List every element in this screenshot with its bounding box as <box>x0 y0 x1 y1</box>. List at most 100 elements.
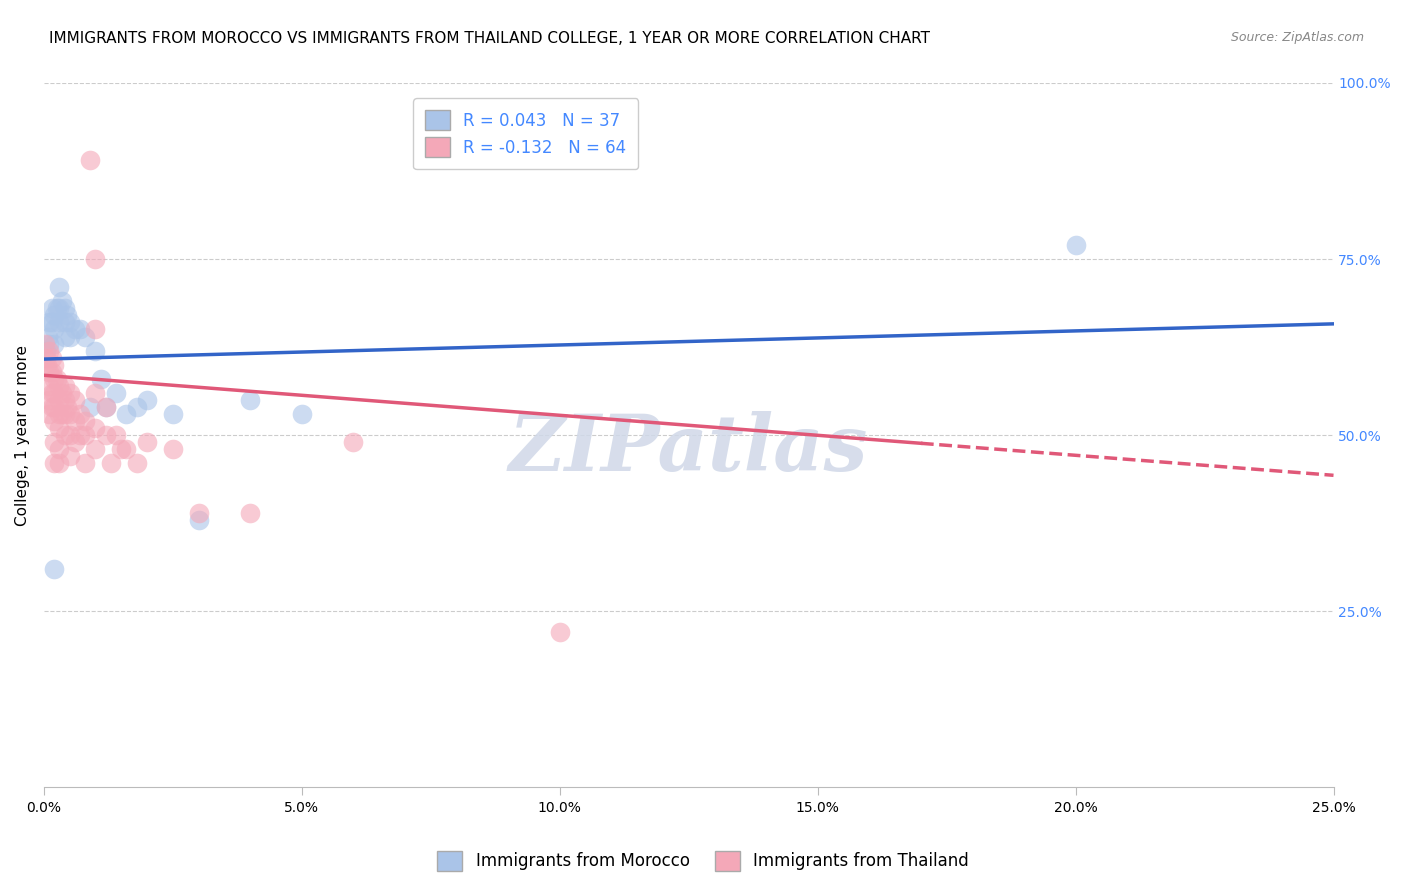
Point <box>59 407 82 421</box>
Point <box>75 414 97 428</box>
Point <box>125 400 148 414</box>
Point <box>84 421 107 435</box>
Point <box>44 385 66 400</box>
Text: IMMIGRANTS FROM MOROCCO VS IMMIGRANTS FROM THAILAND COLLEGE, 1 YEAR OR MORE CORR: IMMIGRANTS FROM MOROCCO VS IMMIGRANTS FR… <box>49 31 931 46</box>
Point <box>59 329 82 343</box>
Point <box>63 414 86 428</box>
Point <box>41 365 63 379</box>
Point <box>110 442 132 457</box>
Point <box>125 456 148 470</box>
Point <box>41 301 63 316</box>
Point <box>44 435 66 450</box>
Point <box>342 435 364 450</box>
Point <box>53 392 76 407</box>
Point <box>63 392 86 407</box>
Point <box>187 506 209 520</box>
Point <box>44 309 66 323</box>
Point <box>48 407 70 421</box>
Point <box>48 456 70 470</box>
Point <box>59 428 82 442</box>
Text: Source: ZipAtlas.com: Source: ZipAtlas.com <box>1230 31 1364 45</box>
Point <box>53 379 76 393</box>
Point <box>75 456 97 470</box>
Point <box>48 280 70 294</box>
Point <box>187 513 209 527</box>
Point <box>38 343 60 358</box>
Point <box>48 315 70 329</box>
Point <box>59 315 82 329</box>
Point <box>38 315 60 329</box>
Point <box>51 385 73 400</box>
Point <box>90 372 112 386</box>
Point <box>162 442 184 457</box>
Text: ZIPatlas: ZIPatlas <box>509 411 869 488</box>
Point <box>41 351 63 365</box>
Point <box>41 315 63 329</box>
Point <box>105 428 128 442</box>
Point <box>56 309 79 323</box>
Point <box>79 153 101 168</box>
Point <box>59 385 82 400</box>
Point <box>37 358 59 372</box>
Point <box>38 407 60 421</box>
Point <box>41 385 63 400</box>
Point <box>38 379 60 393</box>
Point <box>291 407 314 421</box>
Point <box>69 322 91 336</box>
Point <box>69 407 91 421</box>
Point <box>53 301 76 316</box>
Point <box>75 329 97 343</box>
Point <box>44 372 66 386</box>
Point <box>44 358 66 372</box>
Point <box>136 435 159 450</box>
Point <box>37 329 59 343</box>
Legend: R = 0.043   N = 37, R = -0.132   N = 64: R = 0.043 N = 37, R = -0.132 N = 64 <box>413 98 638 169</box>
Point <box>84 252 107 266</box>
Point <box>45 301 67 316</box>
Point <box>239 506 262 520</box>
Point <box>44 400 66 414</box>
Point <box>162 407 184 421</box>
Point <box>38 365 60 379</box>
Point <box>41 400 63 414</box>
Point <box>44 562 66 576</box>
Point <box>44 336 66 351</box>
Point <box>53 315 76 329</box>
Point <box>105 385 128 400</box>
Point <box>48 421 70 435</box>
Point <box>63 435 86 450</box>
Point <box>84 322 107 336</box>
Point <box>38 392 60 407</box>
Point <box>48 392 70 407</box>
Point <box>48 379 70 393</box>
Point <box>136 392 159 407</box>
Point <box>79 400 101 414</box>
Point <box>51 294 73 309</box>
Point <box>84 385 107 400</box>
Point <box>1064 238 1087 252</box>
Point <box>53 407 76 421</box>
Point <box>75 428 97 442</box>
Point <box>44 414 66 428</box>
Point <box>48 301 70 316</box>
Point <box>44 456 66 470</box>
Point <box>100 456 122 470</box>
Point <box>45 372 67 386</box>
Point <box>115 442 138 457</box>
Point <box>94 400 117 414</box>
Point <box>53 428 76 442</box>
Point <box>94 428 117 442</box>
Point <box>548 625 571 640</box>
Legend: Immigrants from Morocco, Immigrants from Thailand: Immigrants from Morocco, Immigrants from… <box>429 842 977 880</box>
Point <box>115 407 138 421</box>
Point <box>35 343 58 358</box>
Point <box>48 442 70 457</box>
Point <box>63 322 86 336</box>
Point <box>84 343 107 358</box>
Point <box>69 428 91 442</box>
Point <box>35 351 58 365</box>
Point <box>53 329 76 343</box>
Y-axis label: College, 1 year or more: College, 1 year or more <box>15 344 30 525</box>
Point <box>239 392 262 407</box>
Point <box>94 400 117 414</box>
